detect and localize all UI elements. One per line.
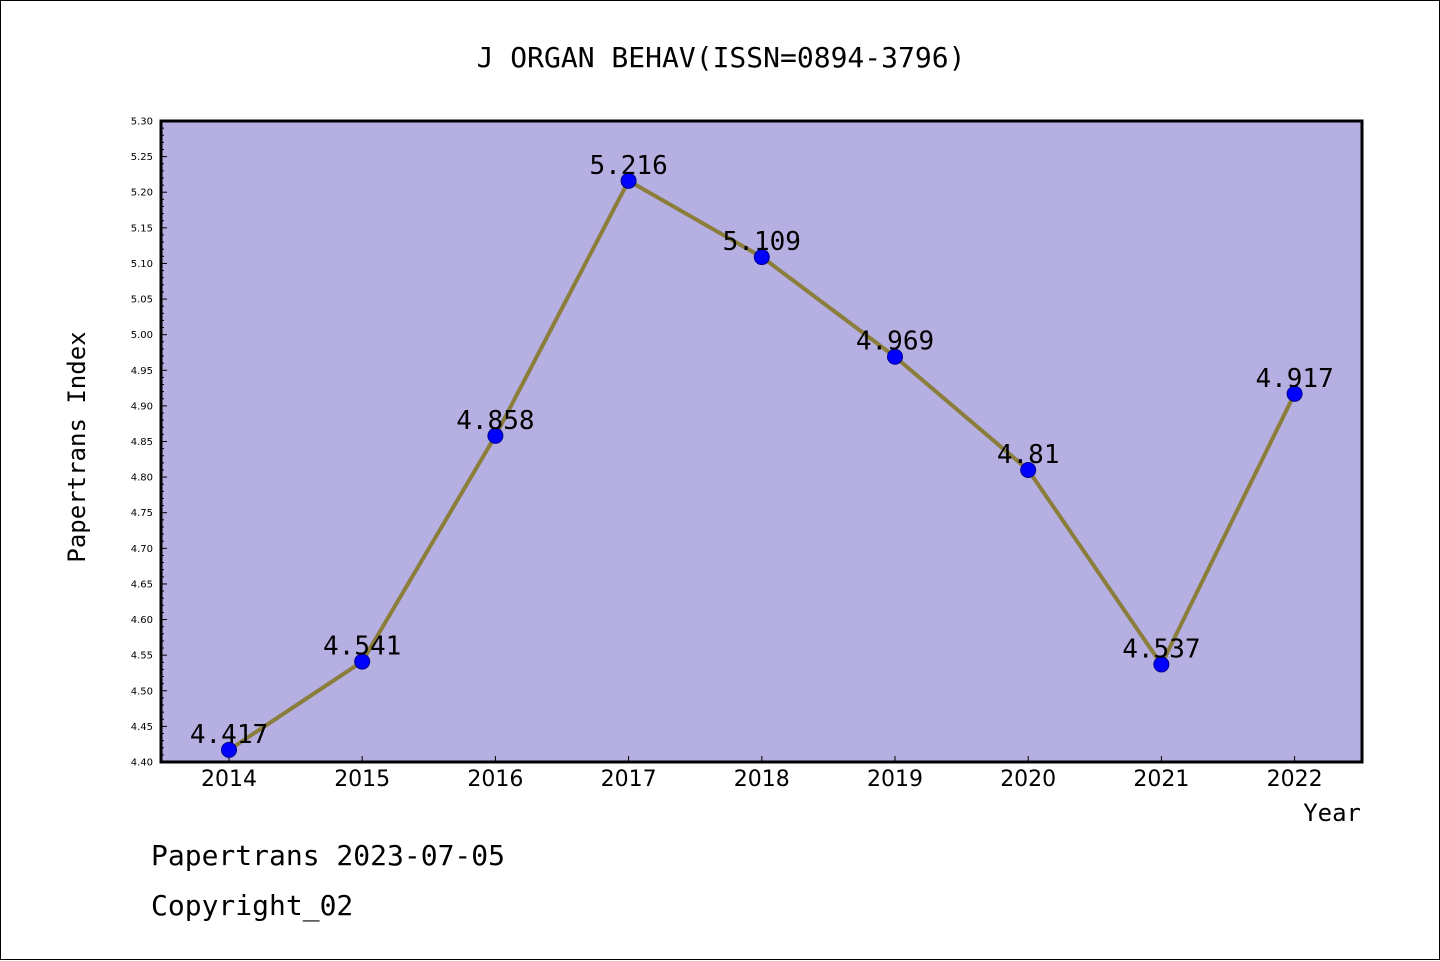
x-tick-label: 2019 [867,767,923,792]
y-axis: 4.40 4.45 4.50 4.55 4.60 4.65 4.70 4.75 4.80 4.85… [131,117,167,769]
y-axis-label: Papertrans Index [63,331,91,562]
x-tick-label: 2020 [1000,767,1056,792]
plot-area [159,119,1364,764]
y-tick-label: 4.70 [131,544,153,555]
y-tick-label: 4.50 [131,686,153,697]
data-label: 4.81 [997,440,1060,470]
x-tick-label: 2015 [334,767,390,792]
data-point [221,741,237,758]
y-tick-label: 4.45 [131,722,153,733]
y-tick-label: 5.30 [131,117,153,128]
y-tick-label: 5.20 [131,188,153,199]
chart-title: J ORGAN BEHAV(ISSN=0894-3796) [477,41,966,74]
data-point [487,427,504,444]
y-tick-label: 4.60 [131,615,153,626]
y-tick-label: 4.55 [131,651,153,662]
y-tick-label: 4.85 [131,437,153,448]
y-tick-label: 5.15 [131,223,153,234]
x-tick-label: 2014 [201,767,257,792]
y-tick-label: 4.75 [131,508,153,519]
x-axis-label: Year [1303,799,1361,827]
data-point [753,249,770,266]
data-point [1153,656,1170,673]
data-label: 5.109 [723,227,801,257]
data-label: 4.969 [856,327,934,357]
y-tick-label: 5.25 [131,152,153,163]
y-tick-label: 5.10 [131,259,153,270]
x-tick-label: 2018 [734,767,790,792]
data-point [620,172,637,189]
data-point [1020,461,1037,478]
x-tick-label: 2016 [467,767,523,792]
x-tick-label: 2017 [601,767,657,792]
x-tick-label: 2022 [1267,767,1323,792]
data-label: 4.858 [456,406,534,436]
y-tick-label: 4.80 [131,473,153,484]
data-label: 4.917 [1255,364,1333,394]
y-tick-label: 4.90 [131,401,153,412]
footer-copyright: Copyright_02 [151,889,353,923]
y-tick-label: 4.65 [131,579,153,590]
data-label: 4.417 [190,720,268,750]
x-axis: 2014 2015 2016 2017 2018 2019 2020 2021 2022 [201,756,1323,792]
data-point [1286,385,1303,402]
data-point [354,653,371,670]
series-group: 4.417 4.541 4.858 5.216 5.109 4.969 4.81 4.537 4… [190,151,1334,758]
y-tick-label: 5.05 [131,295,153,306]
x-tick-label: 2021 [1133,767,1189,792]
data-point [887,348,903,365]
y-tick-label: 4.40 [131,758,153,769]
data-label: 4.537 [1122,634,1200,664]
y-tick-label: 5.00 [131,330,153,341]
footer-date: Papertrans 2023-07-05 [151,839,505,872]
y-tick-label: 4.95 [131,366,153,377]
data-label: 4.541 [323,632,401,662]
data-label: 5.216 [589,151,667,181]
